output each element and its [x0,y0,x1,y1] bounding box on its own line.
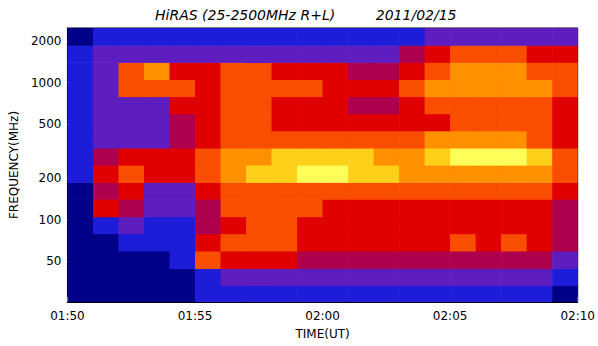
svg-text:02:05: 02:05 [433,309,468,323]
svg-text:1000: 1000 [31,76,62,90]
svg-text:02:10: 02:10 [560,309,595,323]
svg-text:FREQUENCY(MHz): FREQUENCY(MHz) [7,111,21,219]
svg-text:TIME(UT): TIME(UT) [294,327,349,341]
svg-text:01:50: 01:50 [50,309,85,323]
svg-text:100: 100 [39,213,62,227]
svg-text:HiRAS (25-2500MHz R+L): HiRAS (25-2500MHz R+L) [155,7,335,23]
svg-text:500: 500 [39,117,62,131]
svg-text:02:00: 02:00 [305,309,340,323]
svg-text:200: 200 [39,171,62,185]
svg-text:50: 50 [46,254,61,268]
svg-text:01:55: 01:55 [178,309,213,323]
svg-text:2011/02/15: 2011/02/15 [376,7,457,23]
svg-text:2000: 2000 [31,34,62,48]
